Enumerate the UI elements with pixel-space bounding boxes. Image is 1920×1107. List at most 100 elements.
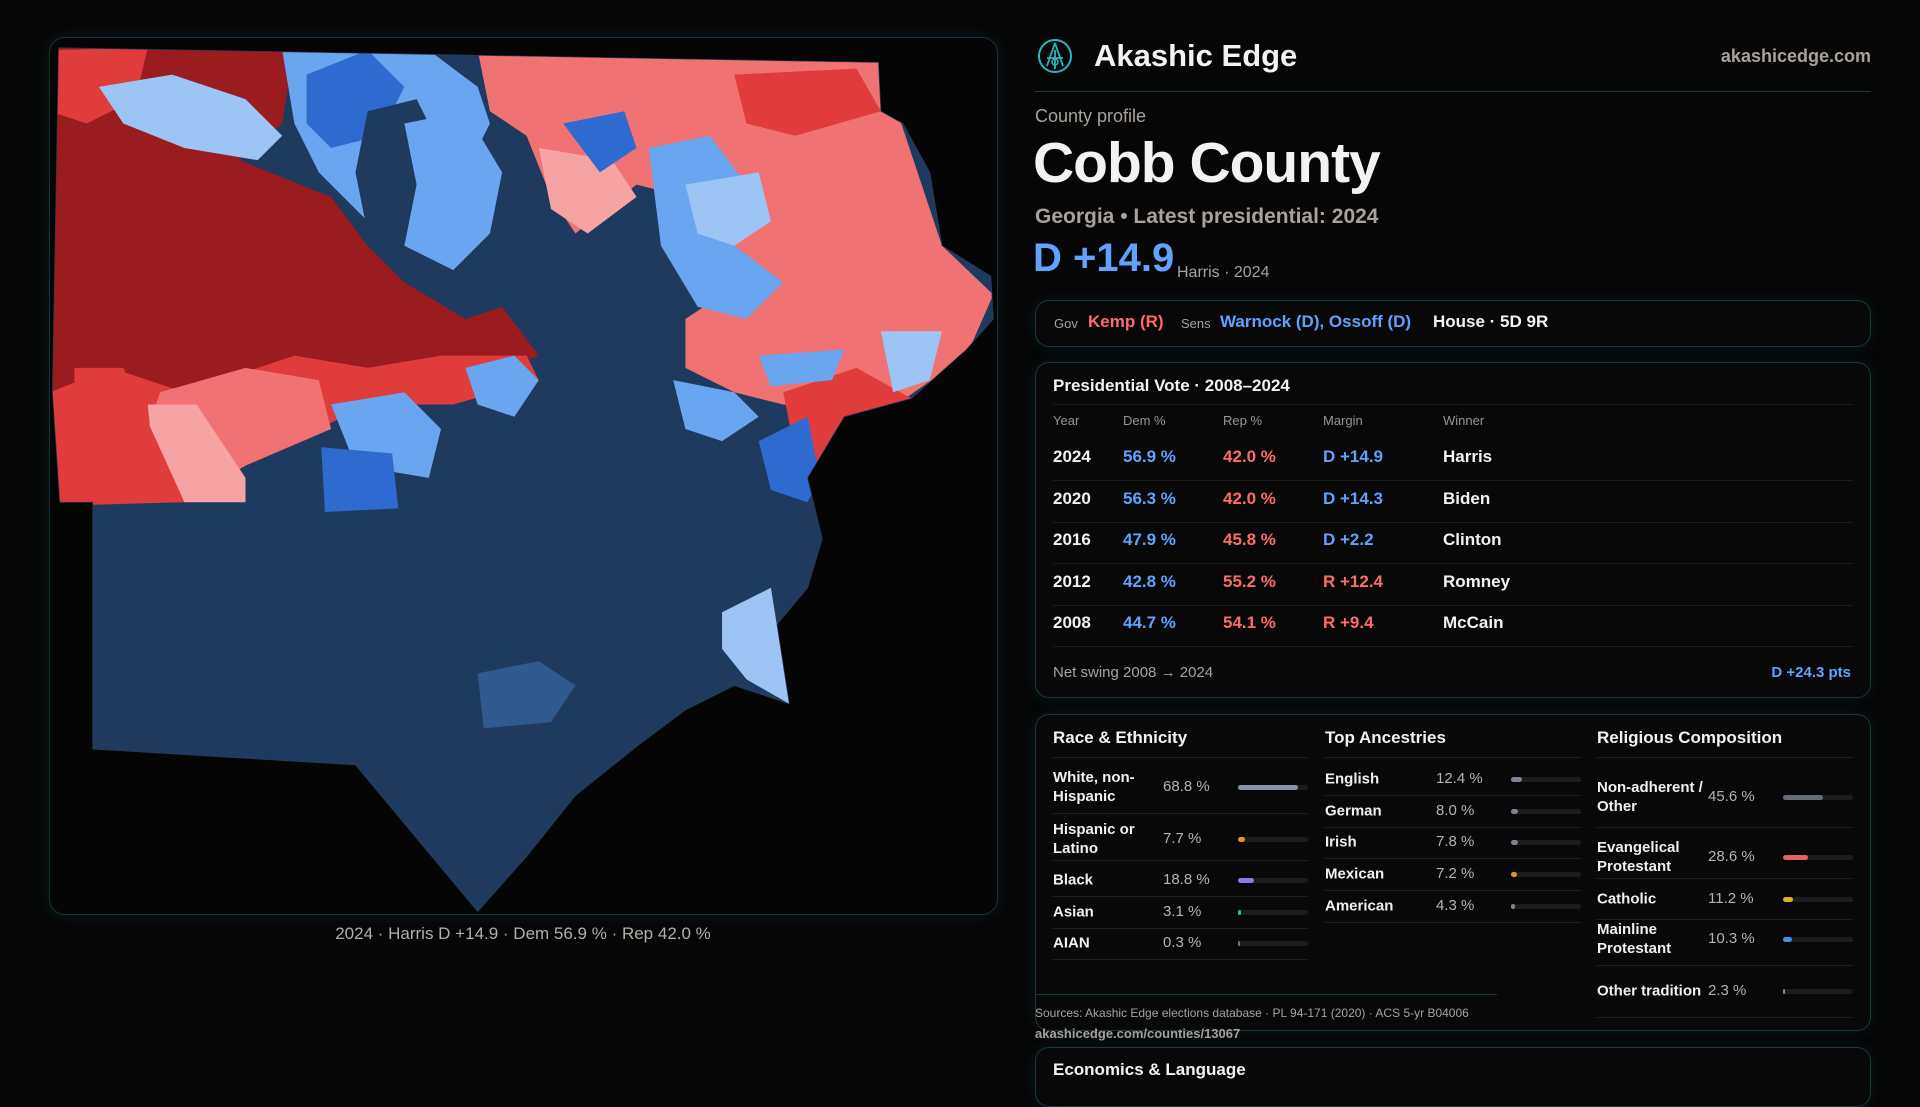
governor: Kemp (R) bbox=[1088, 312, 1164, 331]
religion-item-value: 45.6 % bbox=[1708, 788, 1755, 805]
religion-item-label: Evangelical Protestant bbox=[1597, 839, 1680, 875]
religion-item-value: 28.6 % bbox=[1708, 848, 1755, 865]
row-divider bbox=[1053, 563, 1853, 564]
row-divider bbox=[1053, 859, 1308, 861]
row-divider bbox=[1325, 826, 1581, 828]
column-header: Year bbox=[1053, 413, 1080, 428]
religion-item-label: Other tradition bbox=[1597, 982, 1702, 1000]
race-item-value: 7.7 % bbox=[1163, 830, 1202, 847]
religion-bar bbox=[1783, 937, 1853, 942]
religion-bar-fill bbox=[1783, 795, 1823, 800]
table-cell-winner: Harris bbox=[1443, 447, 1493, 466]
senators: Warnock (D), Ossoff (D) bbox=[1220, 312, 1412, 331]
race-item-label: Black bbox=[1053, 871, 1094, 889]
table-cell-margin: R +9.4 bbox=[1323, 613, 1374, 632]
sens-label: Sens bbox=[1181, 316, 1211, 331]
religion-bar-fill bbox=[1783, 897, 1793, 902]
page-subtitle: Georgia • Latest presidential: 2024 bbox=[1035, 205, 1379, 228]
religion-item-label: Non-adherent / Other bbox=[1597, 779, 1703, 815]
row-divider bbox=[1325, 890, 1581, 891]
table-cell-winner: Clinton bbox=[1443, 530, 1502, 549]
religion-title: Religious Composition bbox=[1597, 728, 1783, 747]
race-item-value: 68.8 % bbox=[1163, 778, 1210, 795]
map-caption: 2024 · Harris D +14.9 · Dem 56.9 % · Rep… bbox=[335, 924, 711, 943]
race-title: Race & Ethnicity bbox=[1053, 728, 1188, 747]
religion-bar bbox=[1783, 897, 1853, 902]
precinct-map[interactable] bbox=[49, 37, 998, 915]
ancestry-bar-fill bbox=[1511, 840, 1518, 845]
column-header: Rep % bbox=[1223, 413, 1263, 428]
race-item-value: 18.8 % bbox=[1163, 871, 1210, 888]
row-divider bbox=[1597, 878, 1853, 879]
sources-divider bbox=[1035, 994, 1497, 995]
race-bar bbox=[1238, 941, 1308, 946]
economics-title: Economics & Language bbox=[1053, 1060, 1246, 1079]
religion-bar-fill bbox=[1783, 855, 1809, 860]
site-link[interactable]: akashicedge.com bbox=[1720, 46, 1871, 66]
ancestry-item-label: American bbox=[1325, 897, 1394, 915]
row-divider bbox=[1325, 795, 1581, 796]
table-cell-year: 2012 bbox=[1053, 571, 1091, 591]
presidential-vote-box bbox=[1035, 362, 1871, 698]
race-bar bbox=[1238, 910, 1308, 915]
table-cell-margin: D +2.2 bbox=[1323, 530, 1374, 549]
officials-box: Gov Kemp (R) Sens Warnock (D), Ossoff (D… bbox=[1035, 300, 1871, 347]
sources-note: Sources: Akashic Edge elections database… bbox=[1035, 1006, 1469, 1020]
row-divider bbox=[1053, 927, 1308, 929]
religion-item-value: 10.3 % bbox=[1708, 930, 1755, 947]
table-cell-year: 2020 bbox=[1053, 488, 1091, 508]
table-cell-year: 2016 bbox=[1053, 530, 1091, 549]
table-cell-winner: McCain bbox=[1443, 613, 1504, 632]
row-divider bbox=[1325, 858, 1581, 859]
ancestry-item-label: English bbox=[1325, 770, 1380, 788]
race-bar bbox=[1238, 785, 1308, 790]
table-cell-margin: R +12.4 bbox=[1323, 571, 1384, 591]
county-url[interactable]: akashicedge.com/counties/13067 bbox=[1035, 1026, 1241, 1041]
row-divider bbox=[1053, 521, 1853, 523]
net-swing-value: D +24.3 pts bbox=[1771, 664, 1851, 681]
demographics-box bbox=[1035, 714, 1871, 1031]
race-bar-fill bbox=[1238, 837, 1245, 842]
net-swing-label: Net swing 2008 → 2024 bbox=[1053, 664, 1214, 681]
house-delegation: House · 5D 9R bbox=[1433, 312, 1549, 331]
ancestry-bar bbox=[1511, 904, 1581, 909]
race-bar-fill bbox=[1238, 785, 1299, 790]
ancestry-item-label: German bbox=[1325, 802, 1382, 820]
row-divider bbox=[1053, 813, 1308, 814]
religion-item-value: 11.2 % bbox=[1708, 890, 1754, 907]
table-cell-rep: 54.1 % bbox=[1223, 613, 1276, 632]
table-cell-margin: D +14.9 bbox=[1323, 447, 1384, 466]
race-bar bbox=[1238, 878, 1308, 883]
row-divider bbox=[1053, 958, 1308, 960]
ancestry-item-value: 7.8 % bbox=[1436, 833, 1475, 850]
ancestry-item-label: Mexican bbox=[1325, 865, 1385, 883]
race-item-label: Asian bbox=[1053, 903, 1094, 921]
ancestry-item-label: Irish bbox=[1325, 833, 1357, 851]
table-cell-dem: 47.9 % bbox=[1123, 530, 1176, 549]
row-divider bbox=[1597, 1017, 1853, 1018]
ancestry-item-value: 8.0 % bbox=[1436, 802, 1475, 819]
race-bar-fill bbox=[1238, 878, 1255, 883]
religion-bar bbox=[1783, 855, 1853, 860]
race-bar-fill bbox=[1238, 941, 1240, 946]
race-bar bbox=[1238, 837, 1308, 842]
row-divider bbox=[1053, 646, 1853, 647]
table-cell-rep: 55.2 % bbox=[1223, 571, 1276, 591]
race-bar-fill bbox=[1238, 910, 1241, 915]
ancestry-bar bbox=[1511, 872, 1581, 877]
page-kicker: County profile bbox=[1035, 106, 1147, 126]
headline-margin: D +14.9 bbox=[1033, 236, 1175, 280]
race-item-value: 0.3 % bbox=[1163, 934, 1202, 951]
table-cell-margin: D +14.3 bbox=[1323, 488, 1384, 508]
religion-bar bbox=[1783, 795, 1853, 800]
ancestry-bar bbox=[1511, 840, 1581, 845]
table-cell-rep: 42.0 % bbox=[1223, 447, 1276, 466]
ancestry-title: Top Ancestries bbox=[1325, 728, 1446, 747]
column-header: Margin bbox=[1323, 413, 1363, 428]
race-item-label: Hispanic or Latino bbox=[1053, 821, 1135, 857]
race-item-label: AIAN bbox=[1053, 934, 1090, 952]
table-cell-winner: Biden bbox=[1443, 488, 1491, 508]
brand-name: Akashic Edge bbox=[1094, 38, 1298, 73]
gov-label: Gov bbox=[1054, 316, 1078, 331]
table-cell-year: 2024 bbox=[1053, 447, 1091, 466]
